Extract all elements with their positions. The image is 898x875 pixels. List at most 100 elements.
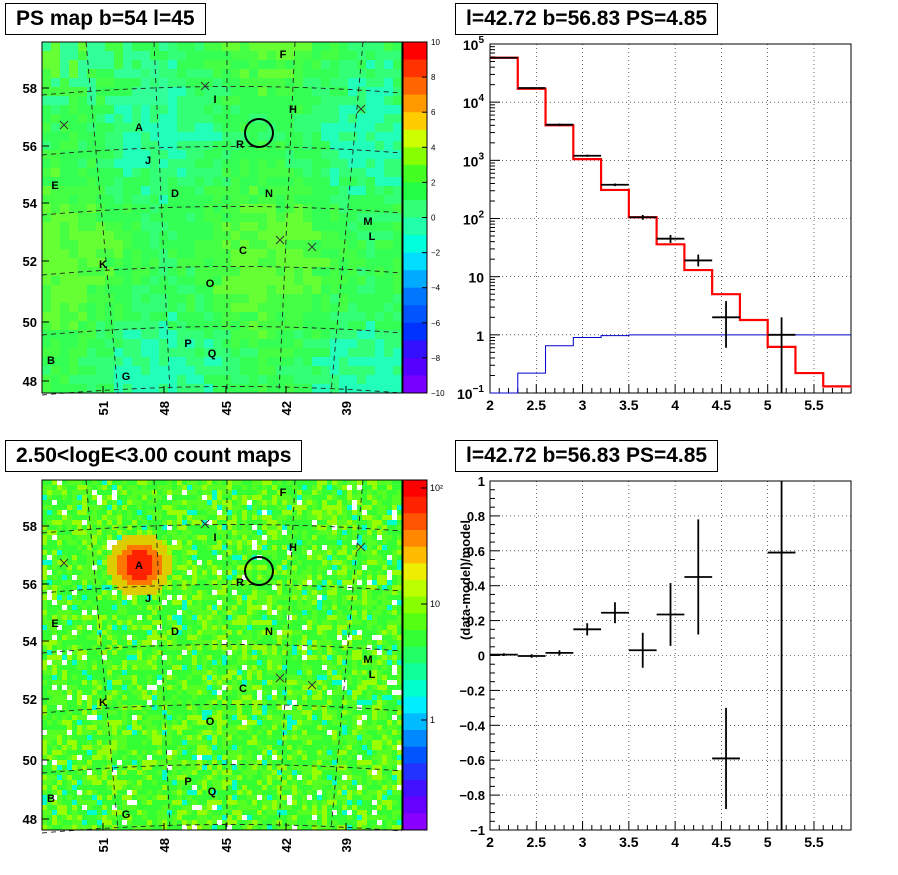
map-pixel [67,635,72,640]
map-pixel [123,321,132,330]
map-pixel [357,339,366,348]
map-pixel [60,177,69,186]
map-pixel [252,700,257,705]
map-pixel [52,495,57,500]
map-pixel [285,87,294,96]
map-pixel [237,695,242,700]
map-pixel [382,685,387,690]
map-pixel [114,177,123,186]
map-pixel [276,267,285,276]
map-pixel [397,655,402,660]
map-pixel [387,690,392,695]
map-pixel [337,615,342,620]
map-pixel [317,700,322,705]
map-pixel [372,610,377,615]
map-pixel [352,580,357,585]
map-pixel [282,575,287,580]
map-pixel [112,530,117,535]
map-pixel [112,695,117,700]
map-pixel [96,78,105,87]
map-pixel [102,645,107,650]
map-pixel [157,635,162,640]
map-pixel [277,510,282,515]
map-pixel [357,240,366,249]
map-pixel [302,695,307,700]
map-pixel [57,660,62,665]
map-pixel [312,530,317,535]
map-pixel [258,303,267,312]
map-pixel [366,222,375,231]
map-pixel [142,670,147,675]
map-pixel [162,530,167,535]
map-pixel [207,630,212,635]
map-pixel [60,213,69,222]
map-pixel [197,485,202,490]
map-pixel [303,105,312,114]
map-pixel [204,69,213,78]
map-pixel [186,78,195,87]
map-pixel [222,375,231,384]
map-pixel [213,213,222,222]
map-pixel [342,695,347,700]
map-pixel [272,660,277,665]
map-pixel [392,655,397,660]
map-pixel [252,535,257,540]
map-pixel [162,500,167,505]
map-pixel [72,650,77,655]
map-pixel [141,366,150,375]
map-pixel [195,375,204,384]
map-pixel [222,321,231,330]
map-pixel [287,535,292,540]
map-pixel [57,600,62,605]
map-pixel [227,575,232,580]
map-pixel [222,195,231,204]
map-pixel [217,545,222,550]
map-pixel [187,635,192,640]
map-pixel [168,303,177,312]
map-pixel [348,357,357,366]
map-pixel [112,680,117,685]
map-pixel [287,545,292,550]
map-pixel [348,339,357,348]
selected-source-circle [244,118,274,148]
map-pixel [186,366,195,375]
map-pixel [285,213,294,222]
map-pixel [107,495,112,500]
map-pixel [372,605,377,610]
map-pixel [72,675,77,680]
map-pixel [72,525,77,530]
map-pixel [267,249,276,258]
map-pixel [207,530,212,535]
map-pixel [287,495,292,500]
map-pixel [312,105,321,114]
map-pixel [57,690,62,695]
map-pixel [127,615,132,620]
map-pixel [332,490,337,495]
map-pixel [187,625,192,630]
map-pixel [172,610,177,615]
map-pixel [212,655,217,660]
map-pixel [352,510,357,515]
map-pixel [159,168,168,177]
map-pixel [42,96,51,105]
map-pixel [247,670,252,675]
map-pixel [357,665,362,670]
map-pixel [213,357,222,366]
map-pixel [357,575,362,580]
map-pixel [123,294,132,303]
map-pixel [327,510,332,515]
map-pixel [297,640,302,645]
map-pixel [257,590,262,595]
map-pixel [60,240,69,249]
map-pixel [252,645,257,650]
map-pixel [142,570,147,575]
map-pixel [82,630,87,635]
map-pixel [327,550,332,555]
map-pixel [382,495,387,500]
map-pixel [294,123,303,132]
map-pixel [112,495,117,500]
map-pixel [172,690,177,695]
map-pixel [317,615,322,620]
map-pixel [92,500,97,505]
map-pixel [312,605,317,610]
